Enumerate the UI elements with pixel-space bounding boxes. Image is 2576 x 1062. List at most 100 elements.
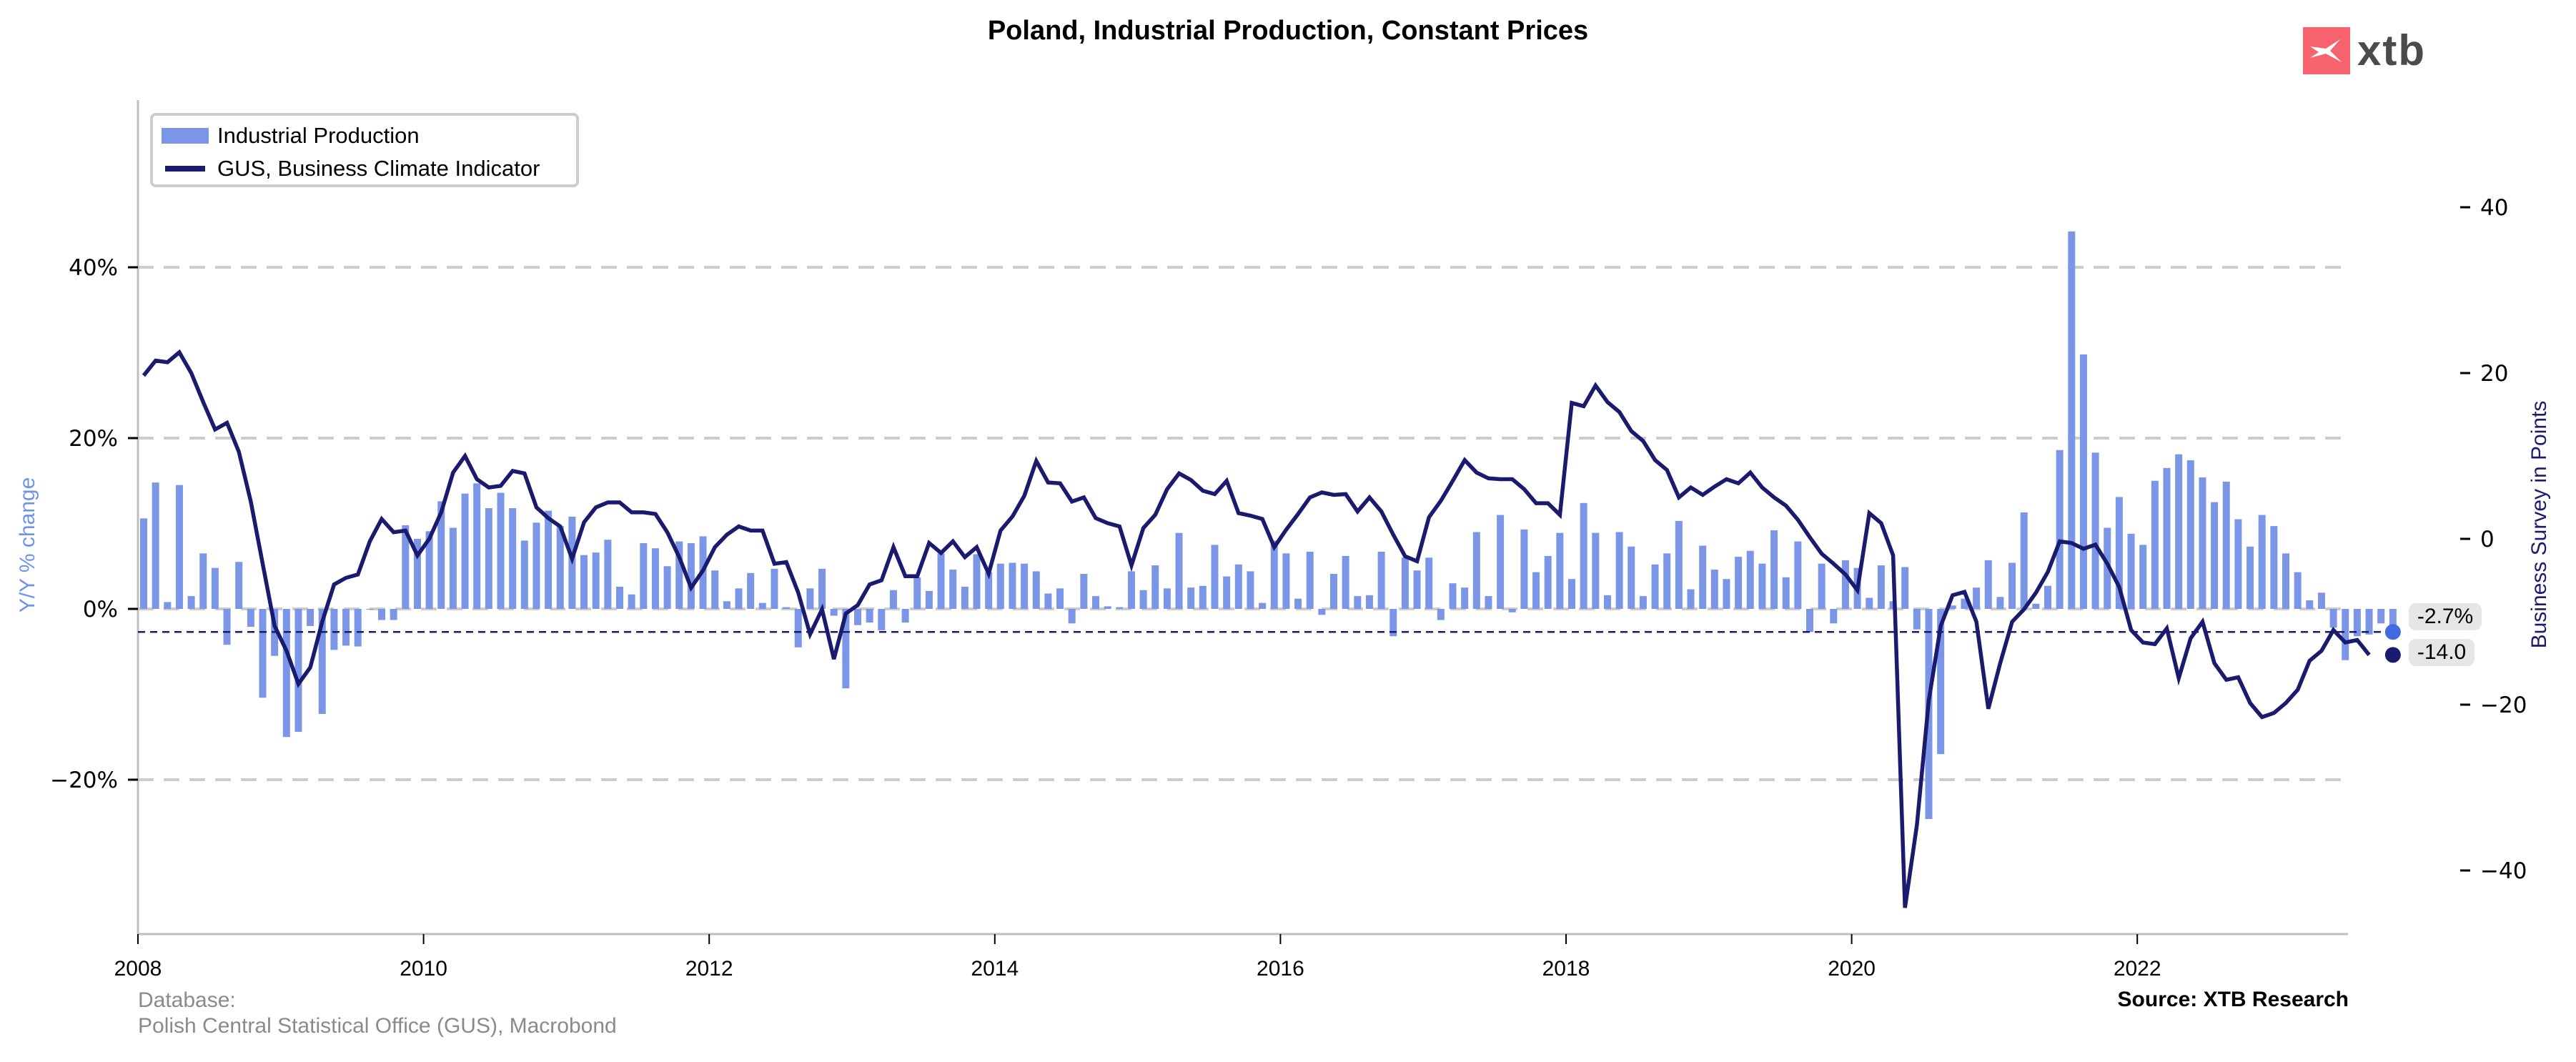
legend-label: Industrial Production (217, 123, 420, 148)
x-axis-tick-label: 2010 (400, 957, 447, 981)
bar (794, 609, 802, 647)
bar (2222, 481, 2230, 609)
bar (473, 483, 481, 609)
bar (1663, 553, 1671, 609)
bar (437, 501, 445, 609)
end-label-business-climate: -14.0 (2408, 639, 2475, 667)
bar (2317, 592, 2325, 609)
bar (1021, 563, 1029, 609)
bar (2389, 609, 2397, 632)
bar (1818, 563, 1826, 609)
bar (2377, 609, 2385, 624)
bar (545, 510, 553, 609)
bar (1984, 560, 1992, 609)
right-axis-tick-label: 40 (2480, 195, 2508, 221)
bar (1532, 572, 1540, 609)
bar (187, 596, 195, 609)
bar (1032, 571, 1040, 609)
x-axis-tick-label: 2012 (685, 957, 733, 981)
bar (318, 609, 326, 714)
bar (199, 553, 207, 609)
bar (164, 602, 172, 609)
bar (1151, 565, 1159, 609)
bar (1247, 571, 1254, 609)
bar (1806, 609, 1813, 632)
bar (711, 570, 719, 609)
bar (307, 609, 314, 626)
bar (758, 602, 766, 609)
bar (866, 609, 873, 623)
bar (1961, 598, 1968, 609)
bar (425, 531, 433, 609)
bar (640, 542, 648, 609)
bar (1556, 532, 1564, 609)
left-axis-title: Y/Y % change (16, 477, 39, 613)
bar (1318, 609, 1326, 615)
bar (2115, 497, 2123, 609)
bar (616, 586, 623, 609)
bar (901, 609, 909, 623)
bar (1163, 588, 1171, 609)
bar (497, 492, 505, 609)
bar (1092, 596, 1099, 609)
bar (1485, 596, 1492, 609)
bar (413, 539, 421, 609)
bar (937, 553, 945, 609)
end-marker-business-climate (2384, 647, 2401, 663)
right-axis-tick-label: −40 (2480, 858, 2527, 884)
legend-label: GUS, Business Climate Indicator (217, 156, 540, 181)
bar (1365, 595, 1373, 609)
end-marker-industrial-production (2384, 624, 2401, 640)
bar (1877, 565, 1885, 609)
bar (1413, 570, 1421, 609)
bar (949, 570, 957, 609)
bar (378, 609, 385, 620)
bar (2091, 452, 2099, 609)
bar (1294, 598, 1302, 609)
bar (2306, 600, 2314, 609)
database-value: Polish Central Statistical Office (GUS),… (138, 1014, 617, 1038)
bar (1009, 562, 1016, 609)
bar (1330, 574, 1337, 609)
bar (723, 601, 730, 609)
bar (2104, 527, 2111, 609)
x-axis-tick-label: 2008 (114, 957, 162, 981)
bar (1211, 545, 1219, 609)
bar (1080, 574, 1088, 609)
legend-line-swatch-icon (165, 166, 205, 172)
x-axis-tick-label: 2016 (1257, 957, 1304, 981)
footer-source: Source: XTB Research (2117, 988, 2349, 1011)
bar (604, 540, 612, 609)
bar (747, 572, 755, 609)
bar (1651, 564, 1659, 609)
bar (1223, 576, 1231, 609)
bar (2139, 545, 2147, 609)
bar (330, 609, 338, 650)
bar (2008, 562, 2016, 609)
bar (1127, 571, 1135, 609)
legend-item-industrial-production: Industrial Production (162, 120, 420, 152)
bar (509, 507, 517, 609)
bar (2032, 603, 2040, 609)
left-axis-tick-label: 20% (69, 426, 118, 452)
bar (556, 526, 564, 609)
bar (1544, 555, 1552, 609)
bar (2270, 526, 2278, 609)
bar (1270, 540, 1278, 609)
right-axis-tick-label: 0 (2480, 527, 2495, 552)
bar (1354, 596, 1362, 609)
bar (735, 588, 743, 609)
bar (2199, 477, 2206, 609)
bar (175, 485, 183, 609)
chart-title: Poland, Industrial Production, Constant … (987, 16, 1589, 46)
bar (1377, 551, 1385, 609)
right-axis-title: Business Survey in Points (2527, 401, 2551, 649)
bar (342, 609, 350, 646)
bar (889, 590, 897, 609)
bar (259, 609, 267, 698)
x-axis-tick-label: 2018 (1542, 957, 1590, 981)
bar (1710, 570, 1718, 609)
bar (2127, 533, 2135, 609)
legend: Industrial Production GUS, Business Clim… (150, 113, 579, 187)
